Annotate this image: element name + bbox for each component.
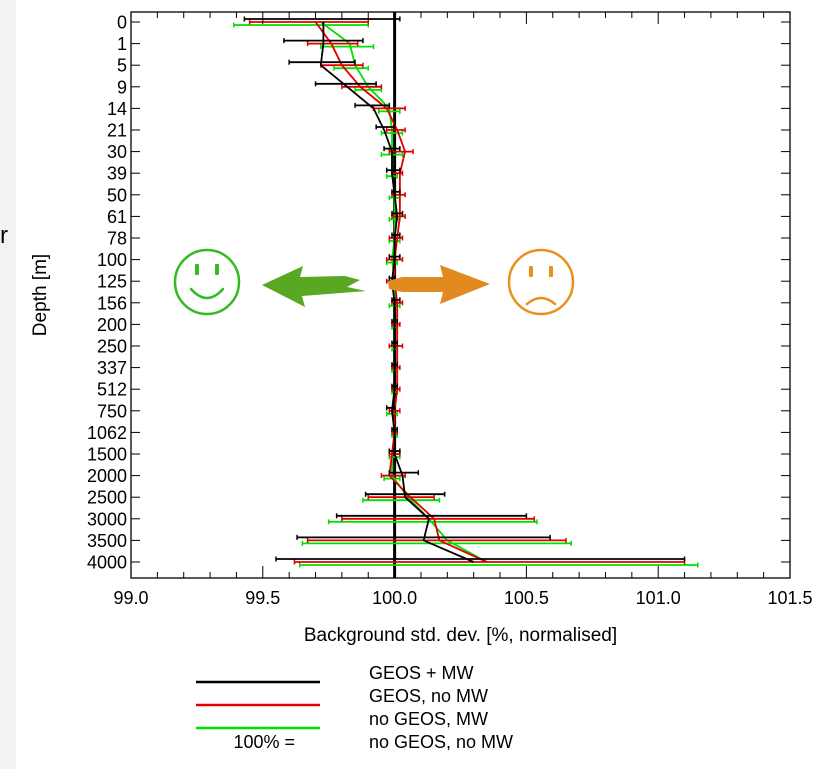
annotation-icons <box>173 248 575 316</box>
y-tick-label: 512 <box>97 380 127 400</box>
x-tick-label: 99.5 <box>245 588 280 608</box>
y-tick-label: 750 <box>97 401 127 421</box>
clipped-edge-text: r <box>0 222 8 249</box>
y-tick-label: 1 <box>117 34 127 54</box>
y-tick-label: 200 <box>97 315 127 335</box>
y-tick-label: 2500 <box>87 488 127 508</box>
y-tick-label: 5 <box>117 56 127 76</box>
x-tick-label: 101.0 <box>636 588 681 608</box>
legend-label: no GEOS, no MW <box>369 732 513 752</box>
y-tick-label: 39 <box>107 164 127 184</box>
eye <box>549 266 553 277</box>
x-tick-label: 99.0 <box>113 588 148 608</box>
y-tick-label: 21 <box>107 121 127 141</box>
y-tick-label: 1500 <box>87 445 127 465</box>
series-line <box>319 22 475 563</box>
legend: GEOS + MW GEOS, no MW no GEOS, MW 100% = no … <box>196 663 513 752</box>
y-tick-label: 156 <box>97 293 127 313</box>
x-axis-label: Background std. dev. [%, normalised] <box>304 625 617 646</box>
y-tick-label: 125 <box>97 272 127 292</box>
legend-prefix: 100% = <box>233 732 295 752</box>
y-tick-label: 250 <box>97 337 127 357</box>
eye <box>215 264 219 275</box>
x-tick-label: 100.5 <box>504 588 549 608</box>
y-tick-label: 78 <box>107 229 127 249</box>
y-tick-label: 3000 <box>87 509 127 529</box>
plot-area <box>233 12 699 578</box>
y-tick-label: 1062 <box>87 423 127 443</box>
y-tick-label: 0 <box>117 13 127 33</box>
x-tick-label: 101.5 <box>767 588 812 608</box>
right-arrow-icon <box>388 265 490 304</box>
legend-label: GEOS, no MW <box>369 686 488 706</box>
y-tick-label: 50 <box>107 185 127 205</box>
legend-label: GEOS + MW <box>369 663 474 683</box>
y-tick-label: 61 <box>107 207 127 227</box>
face-outline <box>173 248 241 316</box>
left-edge-strip <box>0 0 16 769</box>
series-0 <box>243 16 686 563</box>
y-tick-label: 100 <box>97 250 127 270</box>
eye <box>529 266 533 277</box>
axes: 0159142130395061781001251562002503375127… <box>30 11 813 646</box>
eye <box>195 264 199 275</box>
x-tick-label: 100.0 <box>372 588 417 608</box>
smile <box>189 287 225 300</box>
y-tick-label: 3500 <box>87 531 127 551</box>
plot-frame <box>130 11 791 579</box>
frown <box>525 296 557 306</box>
left-arrow-icon <box>262 266 366 307</box>
legend-label: no GEOS, MW <box>369 709 488 729</box>
y-tick-label: 2000 <box>87 466 127 486</box>
y-tick-label: 4000 <box>87 553 127 573</box>
y-tick-label: 9 <box>117 77 127 97</box>
smiley-sad-icon <box>507 248 575 316</box>
y-tick-label: 14 <box>107 99 127 119</box>
y-tick-label: 337 <box>97 358 127 378</box>
y-tick-label: 30 <box>107 142 127 162</box>
face-outline <box>507 248 575 316</box>
y-axis-label: Depth [m] <box>30 254 51 336</box>
smiley-happy-icon <box>173 248 241 316</box>
